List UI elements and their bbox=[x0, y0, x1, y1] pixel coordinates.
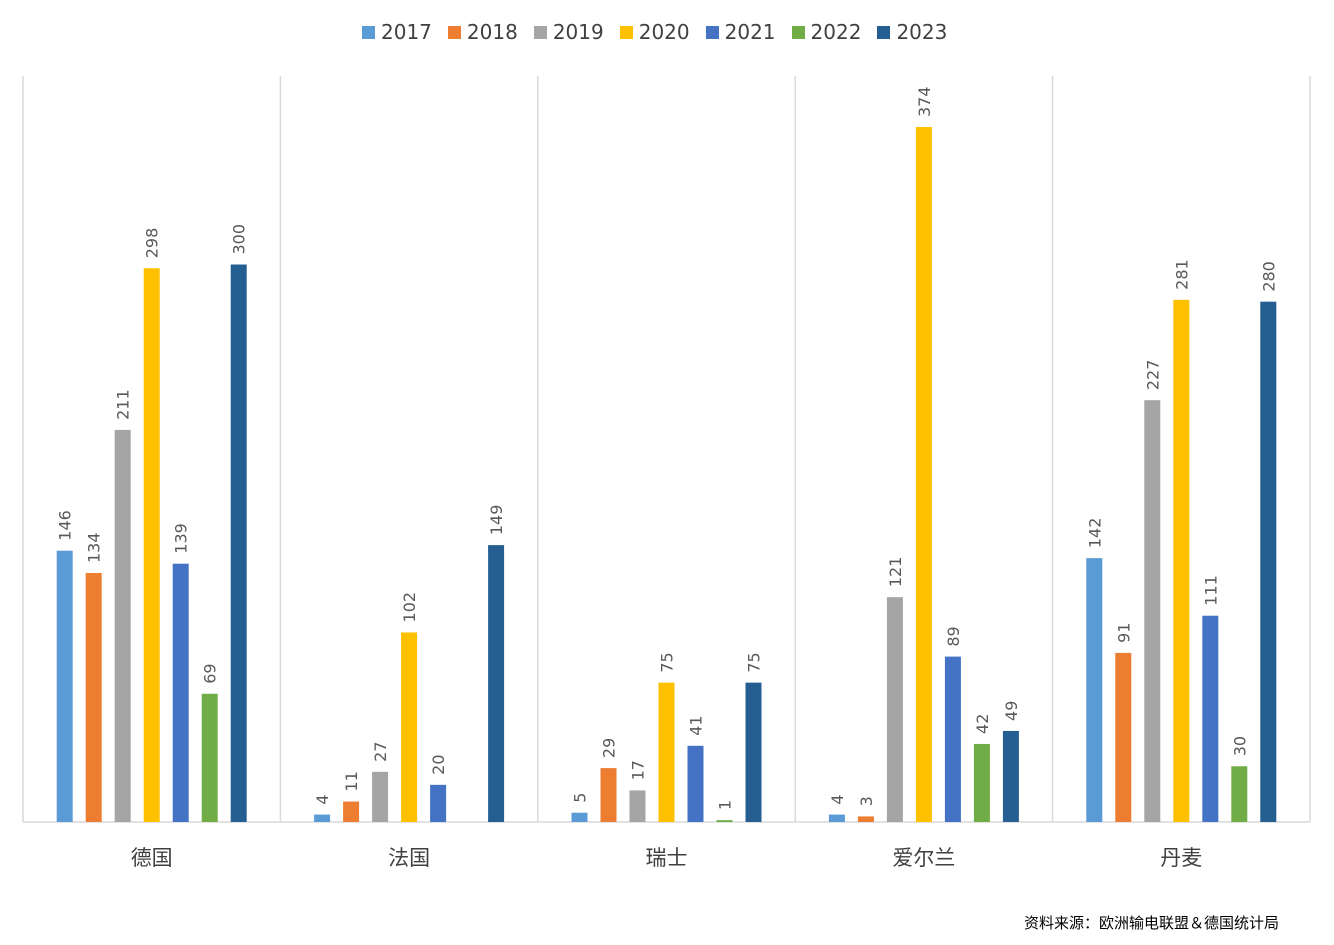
data-label: 1 bbox=[716, 800, 735, 810]
bar-2017-爱尔兰 bbox=[828, 814, 845, 822]
bar-2022-瑞士 bbox=[716, 820, 733, 822]
legend-label: 2017 bbox=[381, 20, 432, 44]
data-label: 41 bbox=[687, 715, 706, 735]
legend: 2017 2018 2019 2020 2021 2022 2023 bbox=[362, 20, 947, 44]
bar-2020-丹麦 bbox=[1173, 299, 1190, 822]
bar-2021-丹麦 bbox=[1202, 615, 1219, 822]
bar-2019-德国 bbox=[114, 429, 131, 822]
legend-item-2023: 2023 bbox=[877, 20, 947, 44]
bar-2018-丹麦 bbox=[1115, 652, 1132, 822]
data-label: 75 bbox=[745, 652, 764, 672]
category-tick-label: 法国 bbox=[388, 846, 430, 870]
legend-label: 2019 bbox=[552, 20, 604, 44]
data-label: 30 bbox=[1230, 736, 1249, 756]
legend-swatch bbox=[533, 25, 547, 39]
legend-item-2021: 2021 bbox=[705, 20, 776, 44]
data-label: 149 bbox=[487, 505, 506, 536]
bar-2022-爱尔兰 bbox=[973, 743, 990, 822]
bar-2018-瑞士 bbox=[600, 768, 617, 822]
data-label: 3 bbox=[857, 796, 876, 806]
data-label: 281 bbox=[1172, 259, 1191, 290]
category-tick-label: 丹麦 bbox=[1160, 846, 1202, 870]
legend-item-2020: 2020 bbox=[619, 20, 690, 44]
bar-2022-丹麦 bbox=[1231, 766, 1248, 822]
legend-label: 2020 bbox=[638, 20, 690, 44]
legend-item-2018: 2018 bbox=[447, 20, 518, 44]
bar-2017-丹麦 bbox=[1086, 558, 1103, 822]
bar-2023-德国 bbox=[230, 264, 247, 822]
data-label: 42 bbox=[973, 714, 992, 734]
legend-swatch bbox=[362, 25, 375, 39]
data-label: 227 bbox=[1143, 360, 1162, 391]
bar-2018-爱尔兰 bbox=[857, 816, 874, 822]
data-label: 17 bbox=[629, 760, 648, 780]
data-label: 4 bbox=[313, 794, 332, 804]
data-label: 75 bbox=[658, 652, 677, 672]
legend-label: 2018 bbox=[466, 20, 518, 44]
legend-item-2022: 2022 bbox=[791, 20, 862, 44]
data-label: 298 bbox=[143, 228, 162, 259]
bar-2018-法国 bbox=[343, 801, 360, 822]
bar-2019-法国 bbox=[372, 771, 389, 822]
category-tick-label: 爱尔兰 bbox=[892, 846, 955, 870]
category-tick-label: 德国 bbox=[131, 846, 173, 870]
data-label: 29 bbox=[600, 738, 619, 758]
data-label: 4 bbox=[828, 794, 847, 804]
bar-2020-瑞士 bbox=[658, 682, 675, 822]
bar-2019-瑞士 bbox=[629, 790, 646, 822]
legend-label: 2023 bbox=[896, 20, 948, 44]
legend-item-2017: 2017 bbox=[362, 20, 432, 44]
source-note: 资料来源：欧洲输电联盟＆德国统计局 bbox=[1023, 914, 1279, 932]
bar-2023-爱尔兰 bbox=[1002, 730, 1019, 822]
legend-swatch bbox=[447, 25, 461, 39]
legend-label: 2021 bbox=[724, 20, 776, 44]
data-label: 91 bbox=[1114, 623, 1133, 643]
data-label: 5 bbox=[571, 793, 590, 803]
data-label: 27 bbox=[371, 741, 390, 761]
category-tick-label: 瑞士 bbox=[646, 846, 688, 870]
bar-2019-丹麦 bbox=[1144, 400, 1161, 822]
bar-2021-爱尔兰 bbox=[944, 656, 961, 822]
data-label: 89 bbox=[944, 626, 963, 646]
legend-swatch bbox=[705, 25, 719, 39]
legend-swatch bbox=[791, 25, 805, 39]
data-label: 69 bbox=[201, 663, 220, 683]
bar-2023-法国 bbox=[488, 545, 505, 822]
data-label: 121 bbox=[886, 557, 905, 588]
bar-2021-德国 bbox=[172, 563, 189, 822]
bar-2022-德国 bbox=[201, 693, 218, 822]
bar-2021-瑞士 bbox=[687, 745, 704, 822]
bar-2020-爱尔兰 bbox=[915, 127, 932, 822]
data-label: 49 bbox=[1002, 701, 1021, 721]
data-label: 134 bbox=[85, 532, 104, 563]
bar-2018-德国 bbox=[85, 572, 102, 822]
legend-item-2019: 2019 bbox=[533, 20, 604, 44]
data-label: 20 bbox=[429, 754, 448, 774]
legend-swatch bbox=[619, 25, 633, 39]
bar-2020-德国 bbox=[143, 268, 160, 822]
data-label: 280 bbox=[1259, 261, 1278, 292]
data-label: 139 bbox=[172, 523, 191, 554]
data-label: 142 bbox=[1085, 518, 1104, 549]
bar-2017-瑞士 bbox=[571, 812, 588, 822]
data-label: 146 bbox=[56, 510, 75, 541]
legend-swatch bbox=[877, 25, 891, 39]
bar-2023-瑞士 bbox=[745, 682, 762, 822]
data-label: 102 bbox=[400, 592, 419, 623]
bar-2020-法国 bbox=[401, 632, 418, 822]
data-label: 300 bbox=[230, 224, 249, 255]
data-label: 111 bbox=[1201, 575, 1220, 606]
bar-2023-丹麦 bbox=[1260, 301, 1277, 822]
bar-2017-法国 bbox=[314, 814, 331, 822]
data-label: 374 bbox=[915, 86, 934, 117]
legend-label: 2022 bbox=[810, 20, 862, 44]
data-label: 211 bbox=[114, 389, 133, 420]
bar-2019-爱尔兰 bbox=[886, 597, 903, 822]
bar-2021-法国 bbox=[430, 784, 447, 822]
bar-2017-德国 bbox=[56, 550, 73, 822]
data-label: 11 bbox=[342, 771, 361, 791]
